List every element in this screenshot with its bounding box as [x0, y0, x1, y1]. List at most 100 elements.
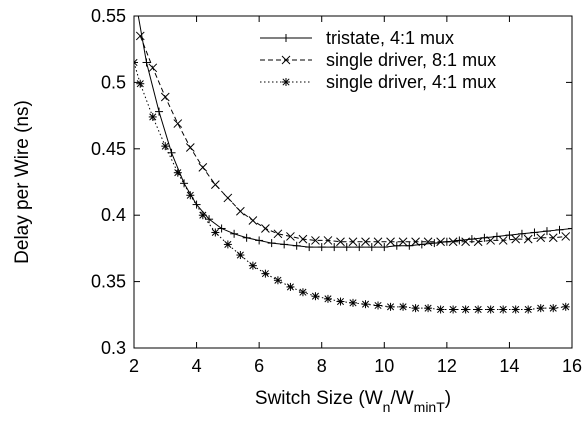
- series-1-point: [180, 179, 189, 188]
- legend-marker-3: [282, 78, 290, 86]
- series-3-point: [436, 305, 445, 314]
- series-1-point: [455, 236, 464, 245]
- series-2-point: [361, 237, 370, 247]
- series-1-point: [355, 243, 364, 252]
- series-2-point: [273, 229, 283, 239]
- series-2-point: [498, 236, 508, 245]
- series-3-point: [261, 269, 270, 278]
- series-2-point: [398, 237, 408, 247]
- series-3-point: [186, 191, 195, 200]
- series-1-point: [205, 215, 214, 224]
- legend-label-1: tristate, 4:1 mux: [326, 28, 454, 48]
- plot-layer: [133, 5, 572, 314]
- series-3-point: [549, 304, 558, 313]
- series-2-point: [348, 237, 358, 247]
- series-3-point: [361, 300, 370, 309]
- series-3-point: [461, 305, 470, 314]
- series-2-point: [486, 236, 496, 245]
- x-tick-label: 4: [192, 356, 202, 376]
- x-axis-title: Switch Size (Wn/WminT): [255, 388, 451, 415]
- series-2-point: [423, 237, 433, 247]
- x-tick-label: 16: [562, 356, 582, 376]
- series-2-point: [386, 237, 395, 247]
- series-3-point: [148, 112, 157, 121]
- series-3-point: [134, 58, 138, 67]
- plot-frame: [133, 15, 573, 349]
- y-axis-title: Delay per Wire (ns): [12, 100, 33, 264]
- series-3-point: [198, 211, 207, 220]
- series-2-point: [298, 234, 308, 244]
- series-1-point: [242, 233, 251, 242]
- series-2-point: [223, 193, 233, 203]
- series-1-point: [155, 107, 164, 116]
- series-1-point: [317, 243, 326, 252]
- legend-marker-2: [281, 55, 291, 65]
- series-3-point: [173, 168, 182, 177]
- series-1-point: [305, 243, 314, 252]
- series-2-point: [461, 237, 470, 247]
- series-1-point: [230, 229, 239, 238]
- series-2-point: [448, 237, 458, 247]
- series-2-point: [261, 224, 270, 233]
- series-3-point: [298, 288, 307, 297]
- series-3-point: [136, 79, 145, 88]
- series-2-point: [411, 237, 420, 247]
- series-2-point: [198, 163, 208, 172]
- series-3-point: [474, 305, 483, 314]
- series-3-point: [311, 292, 320, 301]
- y-tick-label: 0.5: [101, 72, 126, 92]
- series-1-point: [542, 227, 551, 236]
- series-2-point: [523, 234, 533, 244]
- series-3-point: [561, 302, 570, 311]
- series-2-point: [511, 234, 521, 244]
- series-2-point: [210, 180, 220, 190]
- series-line-3: [134, 62, 566, 310]
- axis-titles: Switch Size (Wn/WminT) Delay per Wire (ns…: [12, 100, 451, 415]
- series-2-point: [173, 119, 183, 128]
- series-3-point: [336, 297, 345, 306]
- x-tick-label: 14: [499, 356, 519, 376]
- series-2-point: [148, 63, 158, 73]
- series-2-point: [286, 232, 295, 241]
- series-3-point: [499, 305, 508, 314]
- series-3-point: [286, 282, 295, 291]
- series-1-point: [292, 241, 301, 250]
- series-3-point: [386, 302, 395, 311]
- series-2-point: [248, 216, 258, 225]
- series-1-point: [342, 243, 351, 252]
- series-2-point: [323, 236, 333, 245]
- series-1-point: [555, 225, 564, 234]
- series-2-point: [160, 92, 170, 102]
- series-3-point: [161, 142, 170, 151]
- x-tick-label: 10: [374, 356, 394, 376]
- series-3-point: [524, 305, 533, 314]
- series-1-point: [217, 224, 226, 233]
- series-3-point: [486, 305, 495, 314]
- series-2-point: [473, 237, 483, 247]
- x-tick-label: 2: [129, 356, 139, 376]
- legend-label-3: single driver, 4:1 mux: [326, 72, 496, 92]
- series-3-point: [424, 304, 433, 313]
- series-2-point: [236, 206, 245, 216]
- series-1-point: [367, 243, 376, 252]
- series-3-point: [223, 240, 232, 249]
- series-1-point: [330, 243, 339, 252]
- series-2-point: [185, 143, 195, 152]
- series-1-point: [255, 236, 264, 245]
- y-tick-label: 0.45: [91, 139, 126, 159]
- series-2-point: [536, 233, 546, 243]
- axis-layer: 2 4 6 8 10 12 14 16 0.3 0.35 0.4 0.45 0.5 0.55: [91, 6, 582, 376]
- series-3-point: [411, 304, 420, 313]
- y-tick-label: 0.4: [101, 205, 126, 225]
- series-1-point: [267, 239, 276, 248]
- series-3-point: [399, 302, 408, 311]
- series-2-point: [135, 31, 145, 41]
- x-tick-label: 8: [317, 356, 327, 376]
- y-tick-label: 0.3: [101, 338, 126, 358]
- series-1-point: [133, 5, 141, 13]
- series-2-point: [336, 237, 345, 247]
- series-1-point: [192, 200, 201, 209]
